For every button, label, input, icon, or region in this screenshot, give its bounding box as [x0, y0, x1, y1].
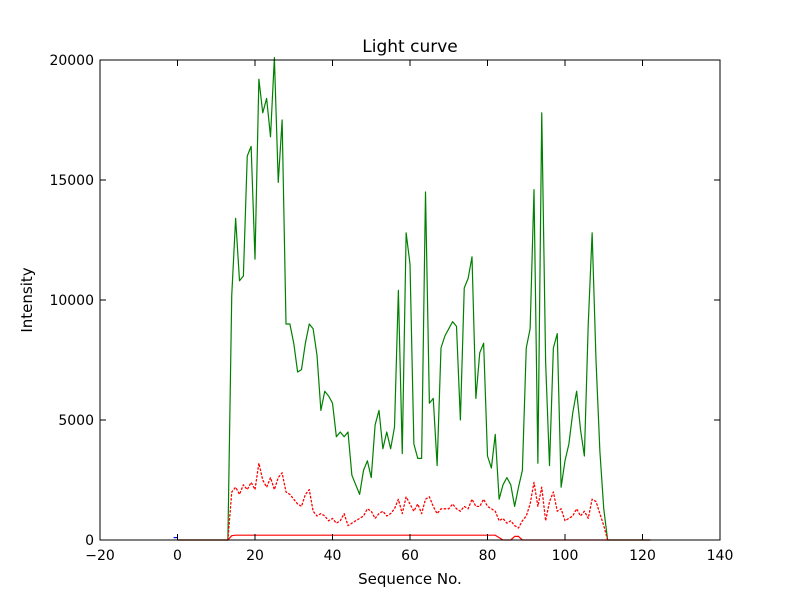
x-axis-label: Sequence No.	[358, 570, 462, 588]
x-tick-label: 40	[324, 548, 342, 564]
ticks-layer: −20 0 20 40 60 80 100 120 1400500010000150002000…	[49, 53, 733, 564]
x-tick-label: 60	[401, 548, 419, 564]
y-tick-label: 10000	[49, 293, 94, 309]
y-tick-label: 0	[85, 533, 94, 549]
series-line-2	[227, 462, 609, 541]
x-tick-label: 100	[552, 548, 579, 564]
y-tick-label: 5000	[58, 413, 94, 429]
x-tick-label: 120	[629, 548, 656, 564]
x-tick-label: −20	[85, 548, 115, 564]
x-tick-label: 0	[173, 548, 182, 564]
y-axis-label: Intensity	[18, 267, 36, 332]
y-tick-label: 20000	[49, 53, 94, 69]
series-layer	[173, 56, 651, 541]
y-tick-label: 15000	[49, 173, 94, 189]
x-tick-label: 140	[707, 548, 734, 564]
x-tick-label: 20	[246, 548, 264, 564]
chart-title: Light curve	[362, 37, 457, 57]
series-line-3	[177, 534, 651, 541]
series-line-1	[177, 56, 651, 541]
x-tick-label: 80	[479, 548, 497, 564]
